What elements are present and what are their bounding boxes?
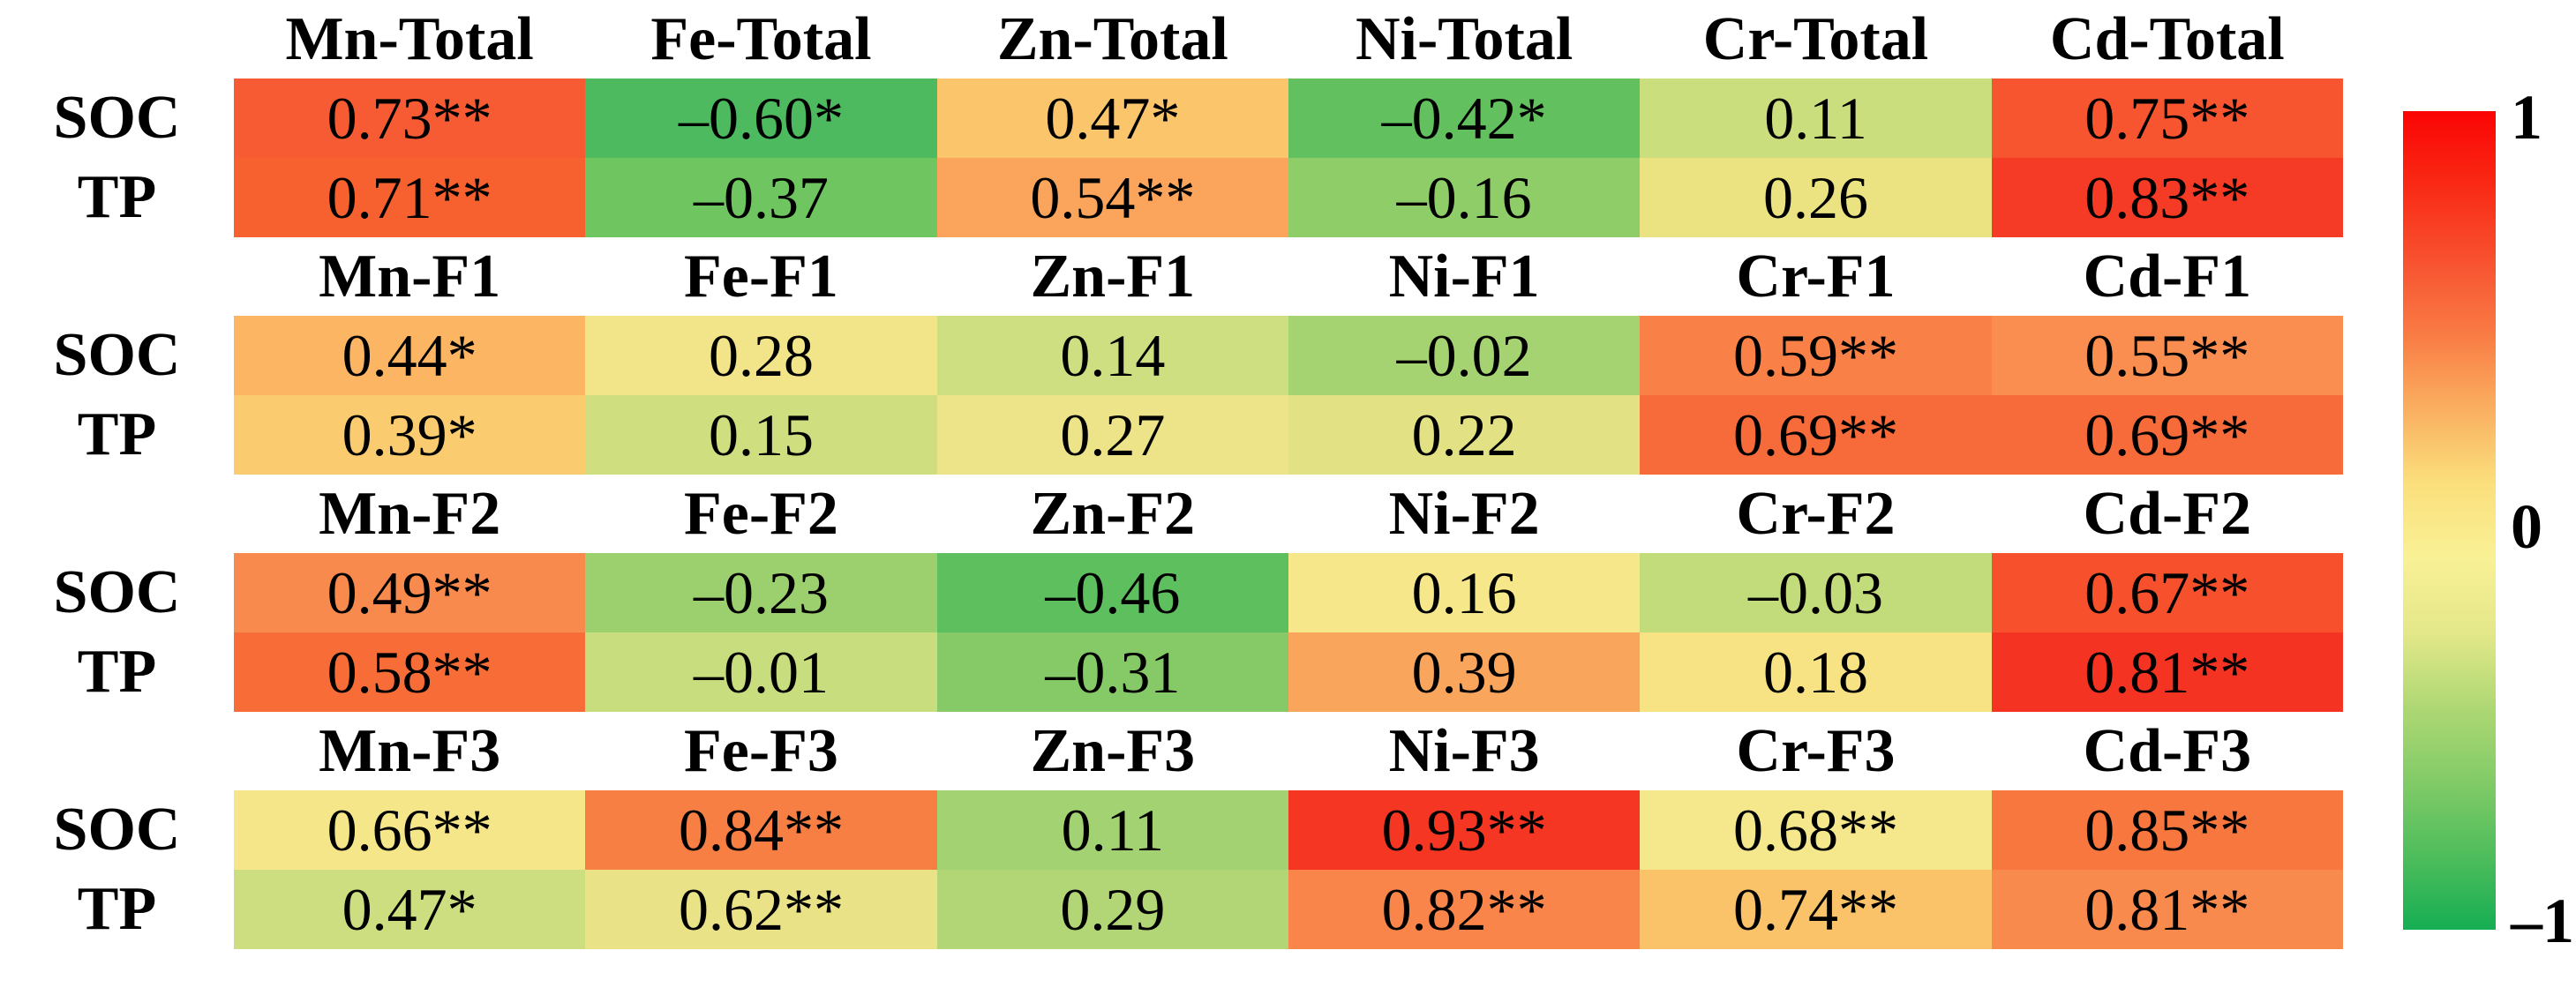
heatmap-cell: 0.67** <box>1991 553 2343 632</box>
heatmap-cell: –0.01 <box>585 632 937 712</box>
column-header: Ni-F1 <box>1388 242 1540 310</box>
heatmap-cell: 0.22 <box>1288 395 1641 475</box>
column-header: Zn-Total <box>996 4 1228 73</box>
colorbar-mid-label: 0 <box>2511 491 2542 562</box>
column-header: Cr-F3 <box>1736 716 1896 785</box>
row-label: TP <box>77 400 157 468</box>
heatmap-cell: 0.44* <box>234 316 586 395</box>
row-label: SOC <box>53 321 181 389</box>
heatmap-cell: –0.03 <box>1640 553 1992 632</box>
heatmap-cell: –0.23 <box>585 553 937 632</box>
column-header: Fe-F3 <box>684 716 838 785</box>
heatmap-cell: 0.54** <box>936 158 1288 237</box>
column-header: Cd-F2 <box>2083 479 2252 548</box>
heatmap-block-f1: Mn-F1 Fe-F1 Zn-F1 Ni-F1 Cr-F1 Cd-F1 SOC 0.44* 0.… <box>0 237 2343 475</box>
heatmap-cell: 0.39 <box>1288 632 1641 712</box>
heatmap-cell: 0.14 <box>936 316 1288 395</box>
heatmap-cell: 0.29 <box>936 870 1288 949</box>
heatmap-cell: 0.59** <box>1640 316 1992 395</box>
heatmap-cell: 0.27 <box>936 395 1288 475</box>
column-header: Cd-F1 <box>2083 242 2252 310</box>
heatmap-cell: –0.60* <box>585 79 937 158</box>
heatmap-cell: 0.71** <box>234 158 586 237</box>
heatmap-blocks: Mn-Total Fe-Total Zn-Total Ni-Total Cr-Total… <box>0 0 2343 949</box>
heatmap-cell: –0.46 <box>936 553 1288 632</box>
column-header: Cd-F3 <box>2083 716 2252 785</box>
row-label: TP <box>77 163 157 231</box>
column-header: Fe-F1 <box>684 242 838 310</box>
heatmap-cell: 0.82** <box>1288 870 1641 949</box>
colorbar-max-label: 1 <box>2511 82 2542 153</box>
heatmap-cell: –0.31 <box>936 632 1288 712</box>
colorbar-min-label: –1 <box>2511 886 2574 956</box>
row-label: SOC <box>53 84 181 152</box>
heatmap-cell: 0.49** <box>234 553 586 632</box>
heatmap-cell: 0.74** <box>1640 870 1992 949</box>
heatmap-cell: 0.16 <box>1288 553 1641 632</box>
column-header: Cr-F2 <box>1736 479 1896 548</box>
heatmap-cell: 0.26 <box>1640 158 1992 237</box>
heatmap-cell: 0.11 <box>936 790 1288 870</box>
column-header: Cr-F1 <box>1736 242 1896 310</box>
heatmap-cell: 0.28 <box>585 316 937 395</box>
column-header: Mn-F3 <box>319 716 501 785</box>
column-header: Fe-Total <box>650 4 872 73</box>
heatmap-cell: 0.81** <box>1991 870 2343 949</box>
heatmap-cell: 0.15 <box>585 395 937 475</box>
column-header: Zn-F1 <box>1030 242 1196 310</box>
column-header: Ni-Total <box>1355 4 1573 73</box>
heatmap-cell: 0.81** <box>1991 632 2343 712</box>
row-label: TP <box>77 875 157 943</box>
column-header: Mn-Total <box>285 4 534 73</box>
heatmap-cell: –0.42* <box>1288 79 1641 158</box>
heatmap-cell: 0.47* <box>936 79 1288 158</box>
column-header: Fe-F2 <box>684 479 838 548</box>
header-spacer <box>0 475 234 553</box>
column-header: Ni-F2 <box>1388 479 1540 548</box>
column-header: Mn-F1 <box>319 242 501 310</box>
heatmap-cell: 0.39* <box>234 395 586 475</box>
heatmap-cell: 0.47* <box>234 870 586 949</box>
heatmap-cell: 0.62** <box>585 870 937 949</box>
column-header: Zn-F3 <box>1030 716 1196 785</box>
heatmap-cell: –0.02 <box>1288 316 1641 395</box>
column-header: Cr-Total <box>1702 4 1929 73</box>
heatmap-cell: –0.16 <box>1288 158 1641 237</box>
heatmap-cell: 0.84** <box>585 790 937 870</box>
heatmap-block-f3: Mn-F3 Fe-F3 Zn-F3 Ni-F3 Cr-F3 Cd-F3 SOC 0.66** 0… <box>0 712 2343 949</box>
column-header: Cd-Total <box>2049 4 2285 73</box>
column-header: Ni-F3 <box>1388 716 1540 785</box>
row-label: TP <box>77 638 157 706</box>
header-spacer <box>0 712 234 790</box>
heatmap-block-total: Mn-Total Fe-Total Zn-Total Ni-Total Cr-Total… <box>0 0 2343 237</box>
column-header: Mn-F2 <box>319 479 501 548</box>
colorbar <box>2403 111 2496 930</box>
heatmap-cell: 0.75** <box>1991 79 2343 158</box>
heatmap-cell: 0.69** <box>1991 395 2343 475</box>
heatmap-cell: 0.58** <box>234 632 586 712</box>
heatmap-cell: 0.93** <box>1288 790 1641 870</box>
heatmap-cell: 0.66** <box>234 790 586 870</box>
header-spacer <box>0 237 234 316</box>
heatmap-cell: 0.55** <box>1991 316 2343 395</box>
header-spacer <box>0 0 234 79</box>
heatmap-cell: 0.85** <box>1991 790 2343 870</box>
heatmap-cell: 0.69** <box>1640 395 1992 475</box>
heatmap-cell: –0.37 <box>585 158 937 237</box>
heatmap-cell: 0.73** <box>234 79 586 158</box>
row-label: SOC <box>53 796 181 864</box>
row-label: SOC <box>53 558 181 626</box>
heatmap-block-f2: Mn-F2 Fe-F2 Zn-F2 Ni-F2 Cr-F2 Cd-F2 SOC 0.49** –… <box>0 475 2343 712</box>
heatmap-cell: 0.83** <box>1991 158 2343 237</box>
heatmap-cell: 0.18 <box>1640 632 1992 712</box>
heatmap-cell: 0.68** <box>1640 790 1992 870</box>
column-header: Zn-F2 <box>1030 479 1196 548</box>
heatmap-cell: 0.11 <box>1640 79 1992 158</box>
